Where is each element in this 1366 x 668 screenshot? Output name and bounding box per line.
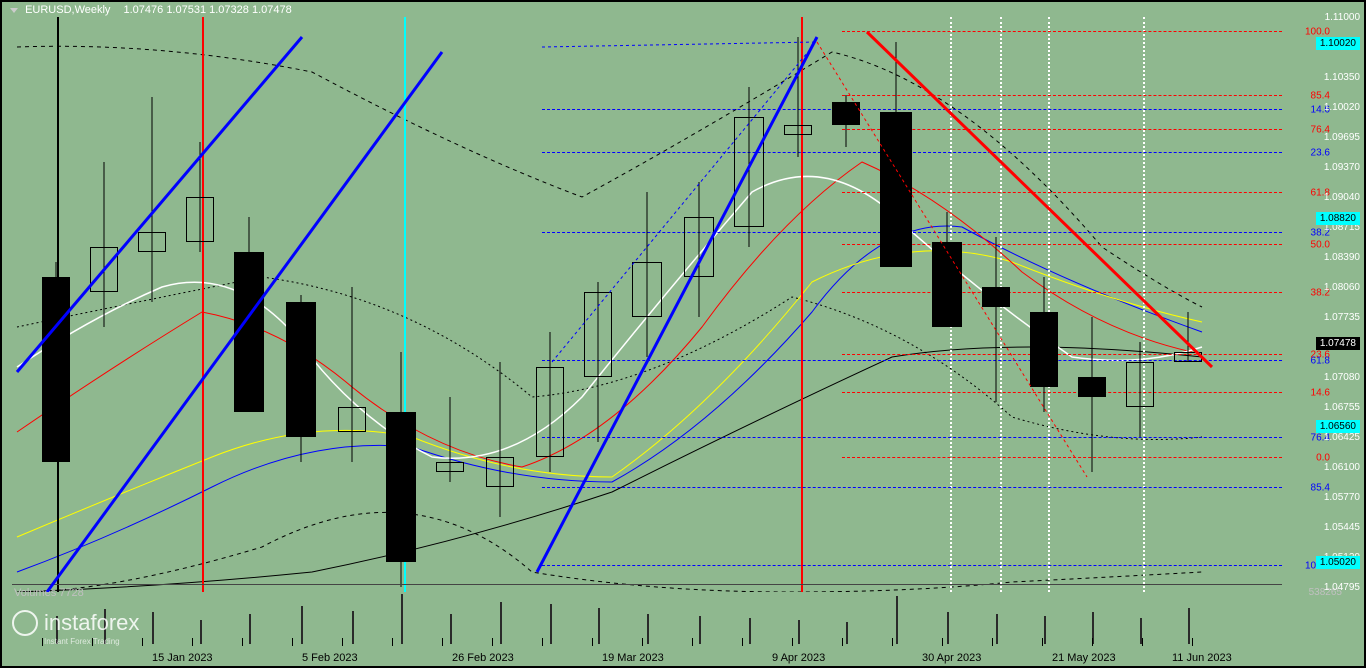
price-tick-label: 1.09040 bbox=[1324, 192, 1360, 203]
volume-bar bbox=[846, 622, 848, 644]
volume-panel: Volumes 7728 538265 bbox=[12, 584, 1282, 644]
volume-bar bbox=[301, 606, 303, 644]
price-tick-label: 1.05445 bbox=[1324, 522, 1360, 533]
volume-bar bbox=[996, 614, 998, 644]
price-tick-label: 1.06100 bbox=[1324, 462, 1360, 473]
trend-line bbox=[537, 37, 817, 572]
volume-bar bbox=[152, 612, 154, 644]
trend-overlay bbox=[12, 17, 1282, 592]
chart-header: EURUSD,Weekly 1.07476 1.07531 1.07328 1.… bbox=[10, 4, 292, 16]
price-tick-label: 1.10350 bbox=[1324, 72, 1360, 83]
volume-bar bbox=[550, 604, 552, 644]
main-chart[interactable]: 100.085.476.461.850.038.223.614.60.014.6… bbox=[12, 17, 1282, 592]
time-tick bbox=[1142, 638, 1143, 646]
watermark-subtitle: Instant Forex Trading bbox=[44, 637, 120, 646]
dropdown-icon[interactable] bbox=[10, 8, 18, 13]
volume-bar bbox=[749, 618, 751, 644]
time-tick-label: 26 Feb 2023 bbox=[452, 652, 514, 664]
time-tick bbox=[792, 638, 793, 646]
time-tick bbox=[892, 638, 893, 646]
watermark-text: instaforex bbox=[44, 610, 139, 636]
time-tick bbox=[542, 638, 543, 646]
volume-bar bbox=[401, 594, 403, 644]
time-axis: 15 Jan 2023 5 Feb 2023 26 Feb 2023 19 Mar 2… bbox=[2, 646, 1282, 664]
volume-bar bbox=[598, 608, 600, 644]
volume-bar bbox=[1188, 608, 1190, 644]
volume-bar bbox=[798, 620, 800, 644]
volume-bar bbox=[450, 614, 452, 644]
price-level-box: 1.08820 bbox=[1316, 212, 1360, 225]
time-tick bbox=[642, 638, 643, 646]
price-axis: 1.110001.106751.103501.100201.096951.093… bbox=[1302, 2, 1362, 592]
time-tick bbox=[942, 638, 943, 646]
watermark-icon bbox=[12, 610, 38, 636]
price-tick-label: 1.08060 bbox=[1324, 282, 1360, 293]
price-tick-label: 1.07735 bbox=[1324, 312, 1360, 323]
time-tick bbox=[442, 638, 443, 646]
volume-bar bbox=[647, 614, 649, 644]
volume-bar bbox=[896, 596, 898, 644]
price-tick-label: 1.10020 bbox=[1324, 102, 1360, 113]
trend-line bbox=[817, 42, 1087, 477]
time-tick bbox=[342, 638, 343, 646]
volume-bar bbox=[352, 611, 354, 644]
time-tick bbox=[1192, 638, 1193, 646]
time-tick bbox=[42, 638, 43, 646]
price-level-box: 1.10020 bbox=[1316, 37, 1360, 50]
time-tick-label: 11 Jun 2023 bbox=[1172, 652, 1232, 664]
time-tick-label: 9 Apr 2023 bbox=[772, 652, 825, 664]
trend-line bbox=[47, 52, 442, 592]
price-tick-label: 1.04795 bbox=[1324, 582, 1360, 593]
time-tick bbox=[192, 638, 193, 646]
volume-bar bbox=[699, 616, 701, 644]
time-tick-label: 21 May 2023 bbox=[1052, 652, 1116, 664]
time-tick bbox=[242, 638, 243, 646]
price-tick-label: 1.09695 bbox=[1324, 132, 1360, 143]
time-tick bbox=[492, 638, 493, 646]
volume-bar bbox=[1044, 616, 1046, 644]
time-tick-label: 30 Apr 2023 bbox=[922, 652, 981, 664]
time-tick bbox=[142, 638, 143, 646]
price-tick-label: 1.09370 bbox=[1324, 162, 1360, 173]
price-tick-label: 1.07080 bbox=[1324, 372, 1360, 383]
volume-bar bbox=[200, 620, 202, 644]
time-tick bbox=[392, 638, 393, 646]
trend-line bbox=[552, 47, 812, 362]
symbol-label: EURUSD,Weekly bbox=[25, 4, 110, 16]
ohlc-label: 1.07476 1.07531 1.07328 1.07478 bbox=[124, 4, 292, 16]
trend-line bbox=[17, 37, 302, 372]
time-tick-label: 15 Jan 2023 bbox=[152, 652, 213, 664]
time-tick bbox=[1042, 638, 1043, 646]
current-price-box: 1.07478 bbox=[1316, 337, 1360, 350]
price-tick-label: 1.11000 bbox=[1325, 12, 1360, 23]
price-tick-label: 1.06425 bbox=[1324, 432, 1360, 443]
time-tick bbox=[692, 638, 693, 646]
trend-line bbox=[542, 42, 817, 47]
volume-bar bbox=[249, 614, 251, 644]
watermark: instaforex bbox=[12, 610, 139, 636]
volume-bar bbox=[500, 602, 502, 644]
price-level-box: 1.06560 bbox=[1316, 420, 1360, 433]
time-tick bbox=[292, 638, 293, 646]
price-tick-label: 1.05770 bbox=[1324, 492, 1360, 503]
price-tick-label: 1.08390 bbox=[1324, 252, 1360, 263]
chart-container: EURUSD,Weekly 1.07476 1.07531 1.07328 1.… bbox=[0, 0, 1366, 668]
time-tick bbox=[1092, 638, 1093, 646]
trend-line bbox=[867, 32, 1212, 367]
time-tick bbox=[992, 638, 993, 646]
time-tick bbox=[592, 638, 593, 646]
time-tick-label: 5 Feb 2023 bbox=[302, 652, 358, 664]
time-tick bbox=[742, 638, 743, 646]
volume-bar bbox=[947, 612, 949, 644]
price-level-box: 1.05020 bbox=[1316, 556, 1360, 569]
time-tick-label: 19 Mar 2023 bbox=[602, 652, 664, 664]
time-tick bbox=[842, 638, 843, 646]
price-tick-label: 1.06755 bbox=[1324, 402, 1360, 413]
